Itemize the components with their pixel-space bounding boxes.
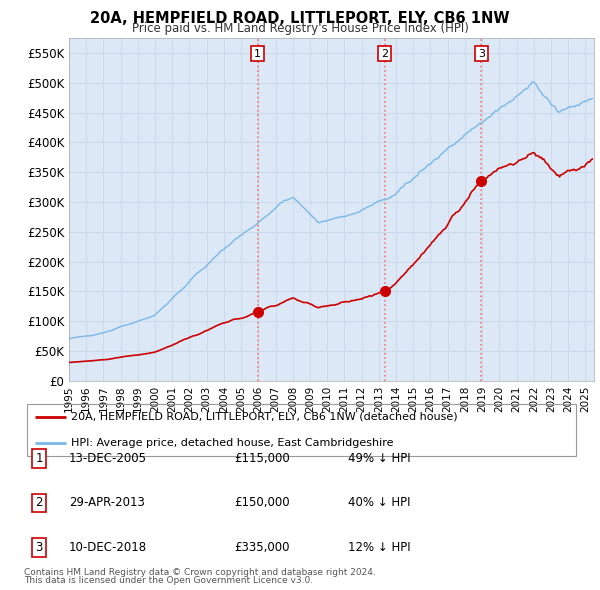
Text: £335,000: £335,000 (234, 540, 290, 554)
Text: Contains HM Land Registry data © Crown copyright and database right 2024.: Contains HM Land Registry data © Crown c… (24, 568, 376, 577)
Text: 20A, HEMPFIELD ROAD, LITTLEPORT, ELY, CB6 1NW: 20A, HEMPFIELD ROAD, LITTLEPORT, ELY, CB… (90, 11, 510, 25)
Text: 10-DEC-2018: 10-DEC-2018 (69, 540, 147, 554)
Text: 49% ↓ HPI: 49% ↓ HPI (348, 452, 410, 466)
Text: 2: 2 (381, 48, 388, 58)
Text: 40% ↓ HPI: 40% ↓ HPI (348, 496, 410, 510)
Text: £150,000: £150,000 (234, 496, 290, 510)
Text: 29-APR-2013: 29-APR-2013 (69, 496, 145, 510)
Text: £115,000: £115,000 (234, 452, 290, 466)
Text: HPI: Average price, detached house, East Cambridgeshire: HPI: Average price, detached house, East… (71, 438, 394, 448)
Text: 1: 1 (254, 48, 261, 58)
Text: 20A, HEMPFIELD ROAD, LITTLEPORT, ELY, CB6 1NW (detached house): 20A, HEMPFIELD ROAD, LITTLEPORT, ELY, CB… (71, 412, 458, 422)
Text: 3: 3 (35, 540, 43, 554)
Text: 2: 2 (35, 496, 43, 510)
Text: This data is licensed under the Open Government Licence v3.0.: This data is licensed under the Open Gov… (24, 576, 313, 585)
Text: 1: 1 (35, 452, 43, 466)
Text: 12% ↓ HPI: 12% ↓ HPI (348, 540, 410, 554)
Text: Price paid vs. HM Land Registry's House Price Index (HPI): Price paid vs. HM Land Registry's House … (131, 22, 469, 35)
Text: 3: 3 (478, 48, 485, 58)
Text: 13-DEC-2005: 13-DEC-2005 (69, 452, 147, 466)
